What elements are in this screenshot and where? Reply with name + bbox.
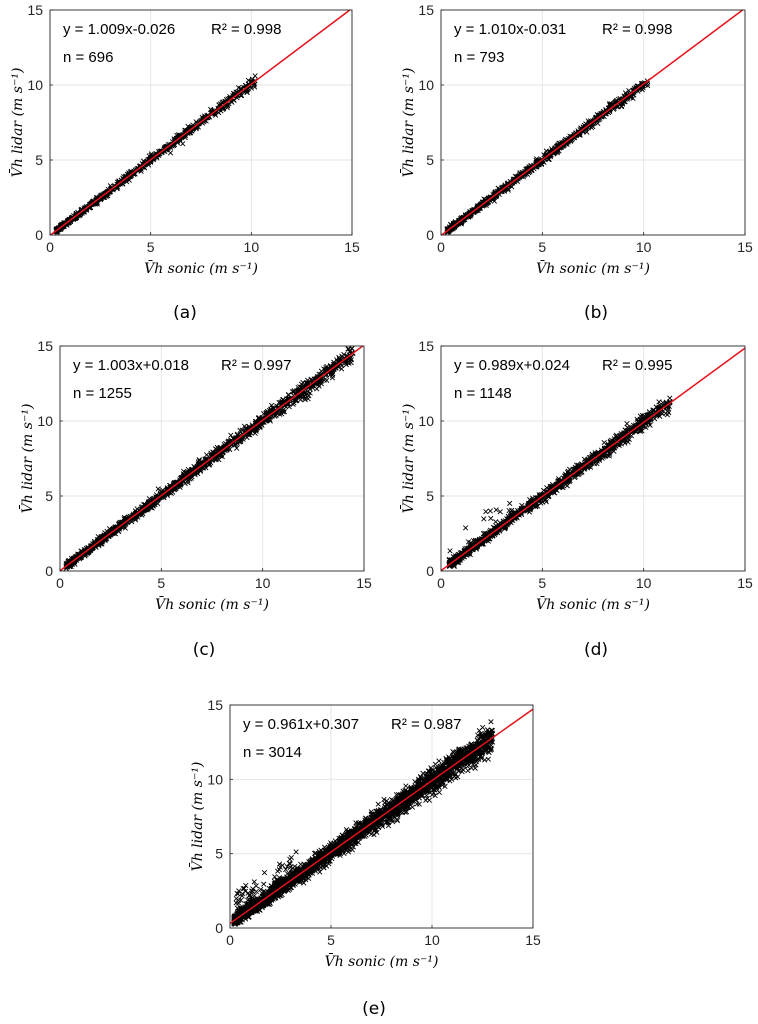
x-tick-label: 15: [344, 239, 360, 255]
sample-count: n = 1255: [73, 385, 132, 402]
scatter-point: [188, 128, 194, 134]
scatter-point: [173, 135, 180, 142]
fit-equation: y = 0.989x+0.024: [454, 357, 570, 374]
scatter-point: [252, 73, 258, 79]
panel-label: (d): [584, 640, 608, 660]
r-squared: R² = 0.995: [602, 357, 672, 374]
y-tick-label: 15: [27, 2, 43, 18]
y-tick-label: 5: [45, 488, 53, 504]
y-tick-label: 5: [426, 488, 434, 504]
scatter-point: [145, 162, 152, 168]
x-tick-label: 10: [255, 575, 271, 591]
x-tick-label: 5: [157, 575, 165, 591]
r-squared: R² = 0.997: [221, 357, 291, 374]
x-tick-label: 10: [244, 239, 260, 255]
x-tick-label: 0: [437, 239, 445, 255]
r-squared: R² = 0.998: [211, 21, 281, 38]
y-tick-label: 0: [35, 227, 43, 243]
x-tick-label: 0: [46, 239, 54, 255]
r-squared: R² = 0.998: [602, 21, 672, 38]
x-tick-label: 0: [437, 575, 445, 591]
x-tick-label: 15: [356, 575, 372, 591]
sample-count: n = 696: [63, 49, 113, 66]
fit-line: [50, 9, 351, 236]
scatter-points: [53, 73, 258, 236]
y-tick-label: 10: [37, 413, 53, 429]
panel-label: (a): [173, 303, 197, 323]
y-axis-label: V̄h lidar (m s⁻¹): [8, 68, 26, 178]
scatter-point: [185, 123, 191, 130]
x-tick-label: 15: [737, 575, 753, 591]
panel-a: 00 5 5 10 10 15 15 y = 1.009x-0.026 R² = 0.998 n …: [8, 2, 360, 323]
y-axis-label: V̄h lidar (m s⁻¹): [18, 404, 36, 514]
axes-frame: [49, 9, 353, 236]
panel-b: 00 5 5 10 10 15 15 y = 1.010x-0.031 R² = 0.998 n …: [399, 2, 753, 323]
x-axis-label: V̄h sonic (m s⁻¹): [155, 595, 269, 613]
x-tick-label: 5: [538, 239, 546, 255]
x-tick-label: 5: [147, 239, 155, 255]
y-tick-label: 10: [418, 77, 434, 93]
y-axis-label: V̄h lidar (m s⁻¹): [399, 68, 417, 178]
scatter-point: [224, 103, 230, 109]
panel-d: 00 5 5 10 10 15 15 y = 0.989x+0.024 R² = 0.995 n …: [399, 338, 753, 660]
y-tick-label: 0: [426, 227, 434, 243]
fit-equation: y = 1.009x-0.026: [63, 21, 175, 38]
panel-c: 00 5 5 10 10 15 15 y = 1.003x+0.018 R² = 0.997 n …: [18, 338, 372, 660]
x-tick-label: 5: [538, 575, 546, 591]
scatter-point: [251, 84, 258, 90]
y-tick-label: 5: [35, 152, 43, 168]
x-axis-label: V̄h sonic (m s⁻¹): [144, 259, 258, 277]
sample-count: n = 793: [454, 49, 504, 66]
sample-count: n = 1148: [454, 385, 512, 402]
scatter-point: [162, 145, 168, 151]
y-tick-label: 10: [418, 413, 434, 429]
panel-label: (c): [193, 640, 216, 660]
x-axis-label: V̄h sonic (m s⁻¹): [536, 595, 650, 613]
panel-label: (b): [584, 303, 608, 323]
y-tick-label: 0: [45, 563, 53, 579]
y-tick-label: 15: [418, 2, 434, 18]
scatter-point: [175, 132, 182, 138]
scatter-point: [205, 112, 211, 118]
fit-equation: y = 1.003x+0.018: [73, 357, 189, 374]
x-tick-label: 10: [636, 575, 652, 591]
x-axis-label: V̄h sonic (m s⁻¹): [536, 259, 650, 277]
y-tick-label: 0: [426, 563, 434, 579]
y-tick-label: 10: [27, 77, 43, 93]
scatter-point: [183, 128, 189, 134]
y-tick-label: 15: [37, 338, 53, 354]
y-tick-label: 15: [418, 338, 434, 354]
x-tick-label: 0: [56, 575, 64, 591]
scatter-point: [198, 117, 204, 123]
y-tick-label: 5: [426, 152, 434, 168]
y-axis-label: V̄h lidar (m s⁻¹): [399, 404, 417, 514]
x-tick-label: 15: [737, 239, 753, 255]
scatter-point: [248, 85, 254, 91]
x-tick-label: 10: [636, 239, 652, 255]
scatter-point: [180, 141, 186, 147]
scatter-point: [153, 151, 160, 157]
fit-equation: y = 1.010x-0.031: [454, 21, 566, 38]
